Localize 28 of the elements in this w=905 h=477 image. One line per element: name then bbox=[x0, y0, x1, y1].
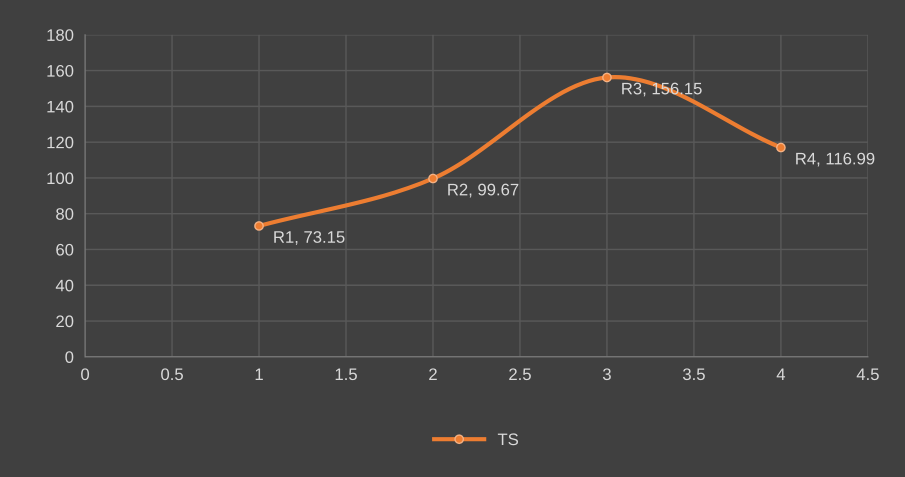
data-label: R1, 73.15 bbox=[274, 231, 344, 245]
y-tick-label: 140 bbox=[47, 100, 74, 113]
y-tick-label: 60 bbox=[56, 244, 74, 256]
point bbox=[254, 221, 264, 231]
data-label: R4, 116.99 bbox=[796, 152, 874, 166]
x-tick-label: 3.5 bbox=[682, 368, 705, 380]
y-tick-label: 120 bbox=[47, 136, 74, 148]
y-tick-label: 80 bbox=[56, 208, 74, 220]
data-label: R2, 99.67 bbox=[448, 184, 518, 198]
point bbox=[776, 142, 786, 152]
x-tick-label: 1.5 bbox=[336, 368, 357, 380]
x-tick-label: 1 bbox=[256, 368, 263, 380]
x-tick-label: 4.5 bbox=[856, 368, 879, 380]
x-tick-label: 3 bbox=[602, 368, 611, 380]
point bbox=[428, 174, 438, 184]
y-tick-label: 100 bbox=[47, 172, 74, 184]
y-tick-label: 40 bbox=[56, 280, 74, 292]
y-tick-label: 0 bbox=[65, 351, 74, 363]
y-tick-label: 160 bbox=[47, 64, 74, 77]
y-tick-label: 180 bbox=[47, 29, 74, 42]
x-tick-label: 0 bbox=[81, 368, 90, 380]
x-tick-label: 0.5 bbox=[161, 368, 183, 380]
x-tick-label: 4 bbox=[776, 368, 786, 380]
x-tick-label: 2.5 bbox=[509, 368, 531, 380]
point bbox=[602, 72, 612, 82]
x-tick-label: 2 bbox=[429, 368, 437, 380]
legend-label: TS bbox=[498, 433, 518, 446]
y-tick-label: 20 bbox=[56, 315, 74, 328]
